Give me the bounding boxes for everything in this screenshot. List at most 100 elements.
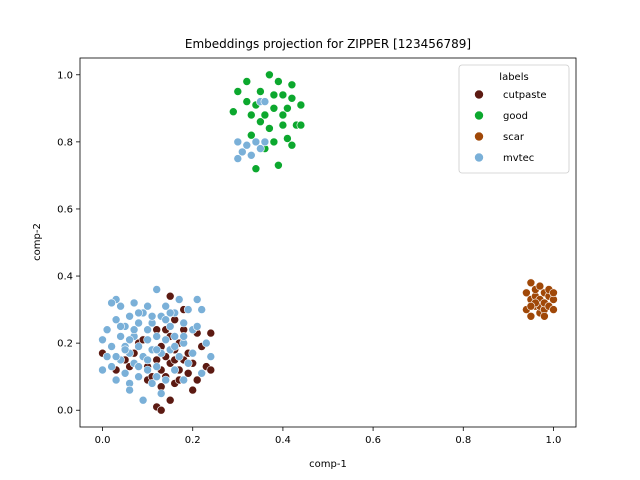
point-good-3 xyxy=(242,77,252,86)
point-mvtec-84 xyxy=(247,151,256,160)
point-good-16 xyxy=(274,77,283,86)
y-axis-label: comp-2 xyxy=(32,223,43,261)
x-tick-label-0: 0.0 xyxy=(95,435,111,446)
point-mvtec-77 xyxy=(165,308,175,318)
point-good-8 xyxy=(256,87,265,96)
point-scar-10 xyxy=(535,281,545,291)
point-cutpaste-31 xyxy=(183,368,193,378)
point-mvtec-24 xyxy=(134,318,143,328)
point-mvtec-40 xyxy=(161,301,170,311)
point-good-4 xyxy=(247,130,256,140)
point-scar-4 xyxy=(526,311,536,321)
point-good-26 xyxy=(296,120,306,130)
y-axis: 0.0 0.2 0.4 0.6 0.8 1.0 xyxy=(57,70,80,417)
point-mvtec-32 xyxy=(147,379,157,388)
point-mvtec-11 xyxy=(116,301,125,311)
point-good-0 xyxy=(229,107,238,116)
point-mvtec-78 xyxy=(147,311,157,321)
legend-marker-cutpaste xyxy=(474,89,484,100)
point-mvtec-54 xyxy=(183,358,193,368)
point-good-13 xyxy=(265,124,274,133)
y-tick-label-4: 0.8 xyxy=(57,137,73,148)
point-good-21 xyxy=(283,104,292,113)
x-axis-label: comp-1 xyxy=(309,459,347,470)
point-good-5 xyxy=(247,110,256,120)
point-mvtec-3 xyxy=(102,325,112,335)
point-mvtec-89 xyxy=(260,97,270,106)
point-good-14 xyxy=(269,90,279,100)
point-good-1 xyxy=(233,87,243,96)
point-mvtec-53 xyxy=(183,305,193,314)
legend-label-scar: scar xyxy=(503,132,525,143)
point-good-18 xyxy=(278,90,288,100)
point-mvtec-83 xyxy=(242,140,252,150)
point-mvtec-22 xyxy=(134,342,143,351)
point-mvtec-42 xyxy=(161,375,170,385)
point-mvtec-13 xyxy=(120,368,130,378)
point-mvtec-67 xyxy=(143,325,152,335)
point-mvtec-41 xyxy=(161,335,170,345)
point-mvtec-49 xyxy=(174,352,184,361)
point-mvtec-17 xyxy=(125,311,134,321)
point-mvtec-25 xyxy=(138,395,148,405)
point-mvtec-4 xyxy=(107,342,116,351)
point-mvtec-36 xyxy=(152,362,161,371)
point-cutpaste-38 xyxy=(206,365,216,375)
point-mvtec-58 xyxy=(192,322,202,331)
point-mvtec-79 xyxy=(129,325,139,335)
point-mvtec-56 xyxy=(188,348,197,358)
x-tick-label-5: 1.0 xyxy=(546,435,562,446)
point-mvtec-61 xyxy=(202,338,211,348)
point-mvtec-5 xyxy=(107,362,116,371)
point-scar-21 xyxy=(540,311,549,321)
point-cutpaste-13 xyxy=(156,405,166,415)
x-tick-label-2: 0.4 xyxy=(275,435,291,446)
x-axis: 0.0 0.2 0.4 0.6 0.8 1.0 xyxy=(95,427,562,446)
point-mvtec-35 xyxy=(152,332,161,341)
y-tick-label-5: 1.0 xyxy=(57,70,73,81)
point-good-24 xyxy=(287,94,297,103)
legend-marker-scar xyxy=(474,131,484,142)
point-scar-19 xyxy=(549,305,558,314)
points-layer xyxy=(98,70,558,415)
point-mvtec-82 xyxy=(238,147,247,157)
point-scar-23 xyxy=(549,288,558,298)
point-mvtec-2 xyxy=(102,352,112,361)
point-mvtec-7 xyxy=(111,375,121,385)
point-mvtec-69 xyxy=(161,315,170,325)
point-mvtec-71 xyxy=(179,332,188,341)
point-good-12 xyxy=(265,70,274,80)
legend-title: labels xyxy=(499,72,528,83)
point-mvtec-59 xyxy=(197,305,206,314)
point-good-28 xyxy=(269,137,279,147)
point-good-19 xyxy=(278,110,288,120)
y-tick-label-1: 0.2 xyxy=(57,339,73,350)
point-mvtec-75 xyxy=(120,345,130,355)
point-mvtec-57 xyxy=(192,295,202,304)
plot-frame xyxy=(79,57,577,428)
legend-label-mvtec: mvtec xyxy=(503,153,534,164)
point-mvtec-18 xyxy=(125,385,134,395)
point-mvtec-47 xyxy=(170,332,179,341)
point-mvtec-68 xyxy=(152,345,161,355)
point-mvtec-80 xyxy=(233,154,243,163)
point-mvtec-30 xyxy=(143,301,152,311)
point-good-7 xyxy=(251,164,261,173)
legend: labels cutpaste good scar mvtec xyxy=(458,64,570,174)
point-cutpaste-33 xyxy=(188,385,197,395)
point-good-15 xyxy=(269,104,279,113)
point-mvtec-29 xyxy=(143,365,152,375)
point-mvtec-86 xyxy=(256,144,265,153)
point-cutpaste-19 xyxy=(165,395,175,405)
x-tick-label-1: 0.2 xyxy=(185,435,201,446)
point-mvtec-72 xyxy=(134,362,143,371)
point-mvtec-34 xyxy=(152,285,161,294)
point-mvtec-48 xyxy=(174,295,184,304)
point-good-27 xyxy=(296,100,306,110)
point-cutpaste-39 xyxy=(165,291,175,301)
point-mvtec-73 xyxy=(143,355,152,365)
point-mvtec-6 xyxy=(111,315,121,325)
point-mvtec-74 xyxy=(152,372,161,382)
point-good-17 xyxy=(274,161,283,170)
point-mvtec-0 xyxy=(98,365,107,375)
